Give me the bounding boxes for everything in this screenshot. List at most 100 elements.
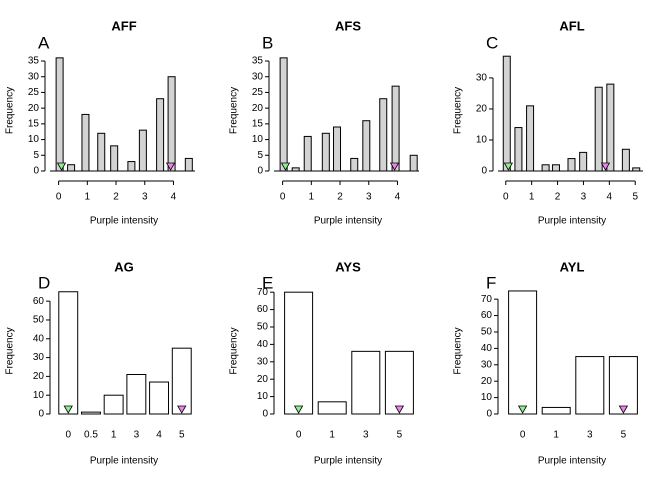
- x-axis-label: Purple intensity: [90, 456, 158, 467]
- bar: [156, 98, 165, 172]
- panel-label: A: [38, 33, 50, 52]
- y-tick-label: 15: [28, 118, 40, 129]
- bar: [514, 127, 523, 172]
- x-tick-label: 0: [503, 192, 509, 203]
- y-tick-label: 10: [481, 392, 493, 403]
- y-tick-label: 60: [481, 310, 493, 321]
- y-axis-label: Frequency: [5, 87, 16, 134]
- x-tick-label: 4: [607, 192, 613, 203]
- y-tick-label: 0: [486, 409, 492, 420]
- bar: [58, 291, 79, 415]
- marker: [177, 405, 187, 414]
- y-tick-label: 20: [481, 376, 493, 387]
- y-tick-label: 50: [33, 315, 45, 326]
- panel-title: AYS: [335, 259, 361, 274]
- y-tick-label: 10: [257, 391, 269, 402]
- y-tick-label: 0: [262, 409, 268, 420]
- x-tick-label: 2: [555, 192, 561, 203]
- y-tick-label: 0: [33, 166, 39, 177]
- x-tick-label: 0: [280, 192, 286, 203]
- y-axis-label: Frequency: [453, 87, 464, 134]
- bar: [67, 164, 76, 172]
- panel-label: E: [262, 273, 273, 292]
- bar: [384, 350, 414, 415]
- marker: [517, 405, 528, 414]
- y-tick-label: 60: [33, 296, 45, 307]
- y-axis-label: Frequency: [229, 327, 240, 374]
- y-tick-label: 50: [481, 327, 493, 338]
- x-tick-label: 2: [337, 192, 343, 203]
- x-tick-label: 5: [179, 430, 185, 441]
- bar: [575, 356, 605, 415]
- panel-label: F: [486, 273, 496, 292]
- y-tick-label: 5: [33, 150, 39, 161]
- bar: [333, 126, 342, 172]
- x-tick-label: 3: [366, 192, 372, 203]
- y-tick-label: 30: [476, 73, 488, 84]
- y-tick-label: 5: [257, 150, 263, 161]
- bar: [317, 401, 347, 415]
- bar: [567, 158, 576, 172]
- marker: [618, 405, 629, 414]
- y-tick-label: 35: [28, 56, 40, 67]
- y-tick-label: 40: [33, 333, 45, 344]
- x-tick-label: 1: [553, 430, 559, 441]
- bar: [608, 356, 638, 415]
- panel-title: AFF: [111, 18, 136, 33]
- bar: [551, 164, 560, 172]
- x-tick-label: 5: [397, 430, 403, 441]
- y-tick-label: 50: [257, 322, 269, 333]
- bar: [526, 105, 535, 172]
- x-axis-label: Purple intensity: [538, 216, 606, 227]
- bar: [110, 145, 119, 172]
- y-tick-label: 30: [33, 352, 45, 363]
- y-tick-label: 30: [481, 359, 493, 370]
- bar: [81, 113, 90, 172]
- x-tick-label: 0: [520, 430, 526, 441]
- marker: [389, 162, 400, 171]
- panel-title: AFL: [559, 18, 584, 33]
- x-axis-label: Purple intensity: [538, 456, 606, 467]
- bar: [103, 394, 124, 415]
- y-tick-label: 0: [38, 409, 44, 420]
- bar: [409, 154, 418, 172]
- x-tick-label: 1: [85, 192, 91, 203]
- x-axis-label: Purple intensity: [314, 456, 382, 467]
- y-tick-label: 30: [252, 71, 264, 82]
- bar: [321, 132, 330, 172]
- bar: [391, 85, 400, 172]
- y-tick-label: 10: [476, 135, 488, 146]
- bar: [127, 161, 136, 172]
- y-tick-label: 70: [257, 287, 269, 298]
- marker: [280, 162, 291, 171]
- y-tick-label: 40: [257, 339, 269, 350]
- y-tick-label: 20: [252, 103, 264, 114]
- y-tick-label: 30: [257, 356, 269, 367]
- bar: [362, 120, 371, 172]
- bar: [502, 55, 511, 172]
- y-axis-label: Frequency: [5, 327, 16, 374]
- bar: [80, 411, 101, 415]
- x-tick-label: 1: [329, 430, 335, 441]
- bar: [541, 164, 550, 172]
- x-tick-label: 5: [621, 430, 627, 441]
- y-tick-label: 20: [476, 104, 488, 115]
- x-tick-label: 0.5: [84, 430, 98, 441]
- y-tick-label: 35: [252, 56, 264, 67]
- y-axis-label: Frequency: [229, 87, 240, 134]
- x-tick-label: 0: [65, 430, 71, 441]
- bar: [184, 157, 193, 172]
- y-axis-label: Frequency: [453, 327, 464, 374]
- y-tick-label: 25: [28, 87, 40, 98]
- x-tick-label: 4: [156, 430, 162, 441]
- x-tick-label: 0: [56, 192, 62, 203]
- bar: [291, 167, 300, 172]
- marker: [503, 162, 514, 171]
- marker: [600, 162, 611, 171]
- y-tick-label: 40: [481, 343, 493, 354]
- bar: [621, 148, 630, 172]
- bar: [594, 86, 603, 172]
- bar: [579, 151, 588, 172]
- y-tick-label: 25: [252, 87, 264, 98]
